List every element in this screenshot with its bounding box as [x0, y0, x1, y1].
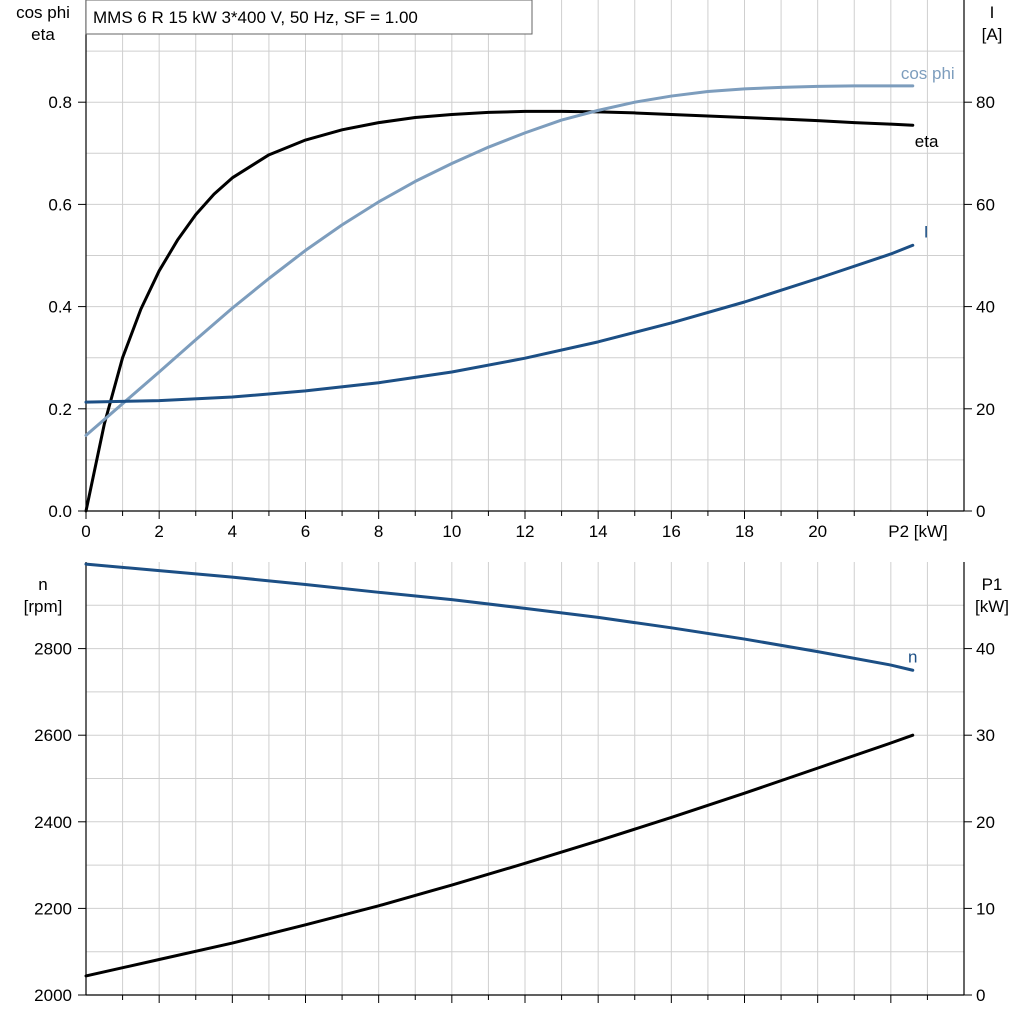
right-tick-label: 20 — [976, 813, 995, 832]
series-label: I — [924, 222, 929, 241]
series-line-cos-phi — [84, 84, 915, 437]
left-tick-label: 2200 — [34, 899, 72, 918]
right-tick-label: 40 — [976, 640, 995, 659]
left-tick-label: 2400 — [34, 813, 72, 832]
right-tick-label: 80 — [976, 93, 995, 112]
left-axis-label: cos phi — [16, 3, 70, 22]
series-label: n — [908, 647, 917, 666]
right-tick-label: 10 — [976, 899, 995, 918]
left-tick-label: 0.6 — [48, 195, 72, 214]
chart-title: MMS 6 R 15 kW 3*400 V, 50 Hz, SF = 1.00 — [93, 8, 418, 27]
right-axis-label: [A] — [982, 25, 1003, 44]
x-axis-label: P2 [kW] — [888, 522, 948, 541]
series-line-i — [84, 243, 915, 404]
left-axis-label: n — [38, 575, 47, 594]
x-tick-label: 6 — [301, 522, 310, 541]
right-tick-label: 20 — [976, 400, 995, 419]
x-tick-label: 4 — [228, 522, 237, 541]
right-axis-label: P1 — [982, 575, 1003, 594]
series-label: cos phi — [901, 64, 955, 83]
x-tick-label: 20 — [808, 522, 827, 541]
left-axis-label: eta — [31, 25, 55, 44]
right-tick-label: 60 — [976, 195, 995, 214]
left-tick-label: 0.0 — [48, 502, 72, 521]
right-tick-label: 40 — [976, 298, 995, 317]
x-tick-label: 14 — [589, 522, 608, 541]
left-tick-label: 2600 — [34, 726, 72, 745]
series-line-p1 — [84, 733, 915, 978]
x-tick-label: 16 — [662, 522, 681, 541]
right-axis-label: I — [990, 3, 995, 22]
x-tick-label: 8 — [374, 522, 383, 541]
left-tick-label: 0.4 — [48, 298, 72, 317]
x-tick-label: 10 — [442, 522, 461, 541]
x-tick-label: 2 — [154, 522, 163, 541]
left-tick-label: 0.8 — [48, 93, 72, 112]
series-line-n — [84, 562, 915, 672]
series-line-eta — [84, 109, 915, 513]
left-tick-label: 2000 — [34, 986, 72, 1005]
left-axis-label: [rpm] — [24, 597, 63, 616]
right-tick-label: 0 — [976, 502, 985, 521]
left-tick-label: 0.2 — [48, 400, 72, 419]
x-tick-label: 18 — [735, 522, 754, 541]
left-tick-label: 2800 — [34, 640, 72, 659]
right-tick-label: 0 — [976, 986, 985, 1005]
title-box — [85, 0, 533, 35]
right-axis-label: [kW] — [975, 597, 1009, 616]
series-label: eta — [915, 132, 939, 151]
right-tick-label: 30 — [976, 726, 995, 745]
x-tick-label: 0 — [81, 522, 90, 541]
x-tick-label: 12 — [516, 522, 535, 541]
